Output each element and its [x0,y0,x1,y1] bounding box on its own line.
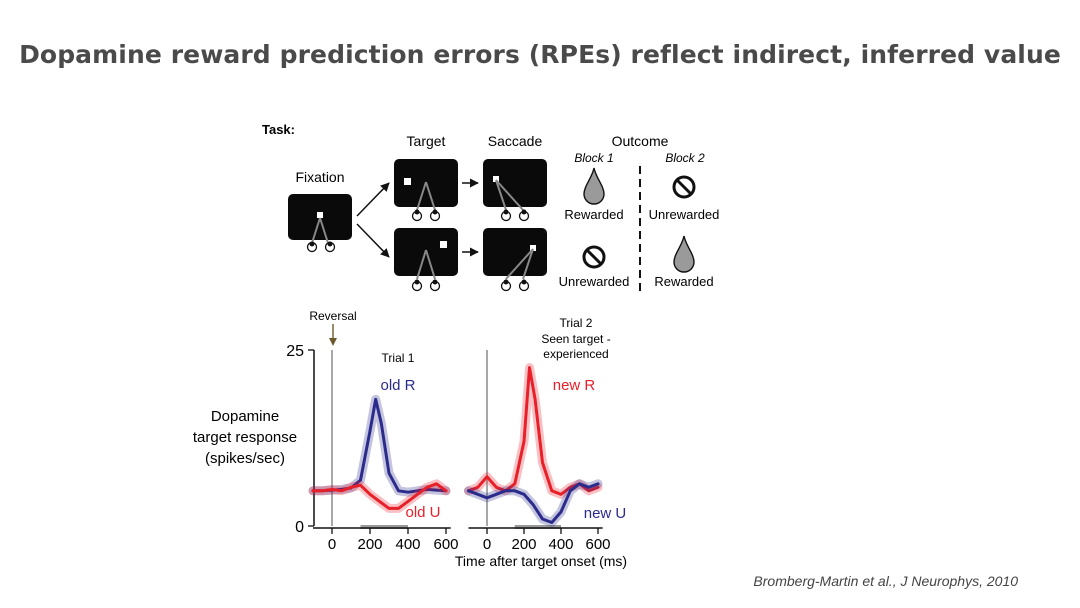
rpe-chart: Dopamine target response (spikes/sec) Re… [193,309,627,569]
outcome-bottom-block1: Unrewarded [559,274,630,289]
reversal-label: Reversal [309,309,356,323]
series-label: new U [584,505,627,522]
saccade-screen-bottom [483,228,547,292]
no-reward-icon [582,245,606,269]
block2-label: Block 2 [665,151,705,165]
y-tick-label: 25 [286,343,304,360]
x-tick-label: 600 [585,536,610,553]
series-line [311,482,448,510]
y-axis-label-line2: target response [193,429,297,446]
saccade-label: Saccade [488,133,543,149]
target-screen-bottom [394,228,458,292]
x-tick-label: 0 [483,536,491,553]
y-axis-label-line3: (spikes/sec) [205,450,285,467]
analysis-window-bar [514,525,561,529]
juice-drop-icon [583,167,605,205]
saccade-screen-top [483,159,547,222]
x-axis-label: Time after target onset (ms) [455,553,627,569]
citation: Bromberg-Martin et al., J Neurophys, 201… [753,573,1018,589]
reversal-arrowhead [329,338,337,346]
x-tick-label: 400 [395,536,420,553]
panel-title: Trial 2 [560,316,593,330]
y-tick-label: 0 [295,519,304,536]
analysis-window-bar [360,525,408,529]
target-label: Target [407,133,446,149]
y-axis-label-line1: Dopamine [211,408,279,425]
juice-drop-icon [673,235,695,273]
x-tick-label: 200 [511,536,536,553]
series-line [467,482,600,524]
outcome-top-block1: Rewarded [564,207,623,222]
x-tick-label: 200 [357,536,382,553]
slide-title: Dopamine reward prediction errors (RPEs)… [19,40,1061,69]
panel-title: Seen target - [541,332,610,346]
target-screen-top [394,159,458,222]
x-tick-label: 600 [433,536,458,553]
task-label: Task: [262,122,295,137]
branch-arrow-down [356,223,390,258]
outcome-top-block2: Unrewarded [649,207,720,222]
outcome-bottom-block2: Rewarded [654,274,713,289]
panel-title: Trial 1 [382,351,415,365]
fixation-screen [288,194,352,253]
block1-label: Block 1 [574,151,613,165]
no-reward-icon [672,175,696,199]
branch-arrow-up [356,182,390,217]
panel-title: experienced [543,347,608,361]
series-label: old R [380,377,415,394]
x-tick-label: 0 [328,536,336,553]
series-label: old U [405,504,440,521]
outcome-label: Outcome [612,133,669,149]
x-tick-label: 400 [548,536,573,553]
series-label: new R [553,377,596,394]
fixation-label: Fixation [295,169,344,185]
